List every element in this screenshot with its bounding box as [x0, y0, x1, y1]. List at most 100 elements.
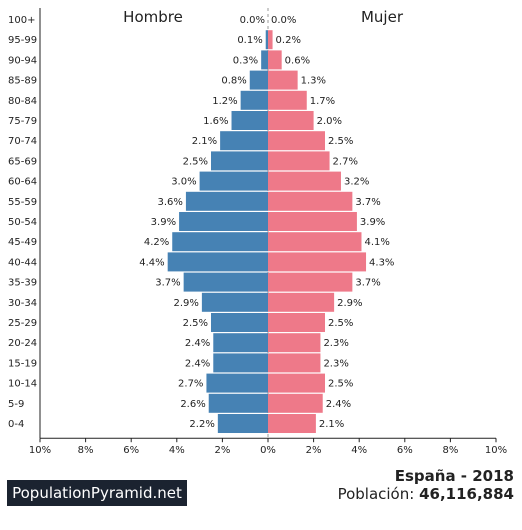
- female-value-label: 4.1%: [364, 237, 389, 248]
- male-value-label: 1.6%: [203, 116, 228, 127]
- age-label: 35-39: [8, 278, 37, 289]
- female-value-label: 2.3%: [323, 338, 348, 349]
- female-value-label: 3.9%: [360, 217, 385, 228]
- male-bar: [179, 212, 268, 231]
- age-label: 90-94: [8, 55, 37, 66]
- male-bar: [167, 252, 268, 272]
- x-tick-label: 8%: [442, 445, 458, 456]
- male-bar: [185, 191, 268, 211]
- female-bar: [268, 30, 273, 50]
- female-bar: [268, 353, 321, 373]
- female-bar: [268, 131, 325, 151]
- male-value-label: 2.4%: [185, 338, 210, 349]
- male-value-label: 2.5%: [183, 156, 208, 167]
- female-bar: [268, 232, 362, 252]
- female-value-label: 3.7%: [355, 197, 380, 208]
- brand-logo[interactable]: PopulationPyramid.net: [7, 480, 187, 506]
- male-value-label: 3.9%: [151, 217, 176, 228]
- female-value-label: 2.7%: [333, 156, 358, 167]
- age-label: 25-29: [8, 318, 37, 329]
- age-label: 45-49: [8, 237, 37, 248]
- age-label: 85-89: [8, 76, 37, 87]
- x-tick-label: 8%: [78, 445, 94, 456]
- x-tick-label: 10%: [485, 445, 507, 456]
- country-year: España - 2018: [394, 467, 514, 485]
- female-value-label: 2.9%: [337, 298, 362, 309]
- age-label: 5-9: [8, 399, 24, 410]
- male-value-label: 2.9%: [173, 298, 198, 309]
- age-label: 40-44: [8, 257, 37, 268]
- male-bar: [220, 131, 268, 151]
- female-value-label: 3.7%: [355, 278, 380, 289]
- age-label: 0-4: [8, 419, 24, 430]
- x-tick-label: 4%: [351, 445, 367, 456]
- age-label: 65-69: [8, 156, 37, 167]
- male-value-label: 0.1%: [237, 35, 262, 46]
- female-header: Mujer: [361, 8, 404, 26]
- age-label: 15-19: [8, 358, 37, 369]
- female-value-label: 1.3%: [301, 76, 326, 87]
- age-label: 50-54: [8, 217, 37, 228]
- x-tick-label: 2%: [306, 445, 322, 456]
- male-bar: [240, 90, 268, 110]
- female-bar: [268, 252, 367, 272]
- female-bar: [268, 70, 298, 90]
- x-tick-label: 0%: [260, 445, 276, 456]
- male-value-label: 2.6%: [180, 399, 205, 410]
- age-label: 10-14: [8, 379, 37, 390]
- age-label: 30-34: [8, 298, 37, 309]
- female-value-label: 2.4%: [326, 399, 351, 410]
- male-header: Hombre: [123, 8, 183, 26]
- male-bar: [208, 393, 268, 413]
- female-bar: [268, 414, 316, 433]
- female-bar: [268, 191, 353, 211]
- age-label: 55-59: [8, 197, 37, 208]
- male-value-label: 2.4%: [185, 358, 210, 369]
- male-value-label: 2.5%: [183, 318, 208, 329]
- age-label: 80-84: [8, 96, 37, 107]
- age-label: 75-79: [8, 116, 37, 127]
- population-pyramid-chart: Hombre Mujer 100+ 0.0% 0.0% 95-99 0.1% 0.2% 90…: [8, 8, 507, 456]
- female-bar: [268, 333, 321, 353]
- male-bar: [199, 171, 268, 191]
- male-bar: [213, 353, 268, 373]
- population-value: 46,116,884: [419, 485, 514, 503]
- x-tick-label: 6%: [123, 445, 139, 456]
- population-label: Población:: [337, 485, 415, 503]
- male-bar: [265, 30, 268, 50]
- male-value-label: 3.7%: [155, 278, 180, 289]
- male-value-label: 0.8%: [221, 76, 246, 87]
- male-value-label: 0.3%: [233, 55, 258, 66]
- female-value-label: 2.0%: [317, 116, 342, 127]
- age-label: 95-99: [8, 35, 37, 46]
- female-bar: [268, 90, 307, 110]
- female-bar: [268, 272, 353, 292]
- female-value-label: 0.2%: [276, 35, 301, 46]
- x-tick-label: 6%: [397, 445, 413, 456]
- male-value-label: 2.2%: [189, 419, 214, 430]
- male-bar: [261, 50, 268, 70]
- female-bar: [268, 212, 357, 231]
- age-label: 20-24: [8, 338, 37, 349]
- female-value-label: 2.5%: [328, 136, 353, 147]
- female-bar: [268, 171, 341, 191]
- female-value-label: 0.6%: [285, 55, 310, 66]
- male-bar: [231, 111, 268, 130]
- female-bar: [268, 313, 325, 332]
- male-bar: [201, 292, 268, 312]
- female-bar: [268, 111, 314, 130]
- male-bar: [211, 151, 268, 171]
- male-value-label: 0.0%: [240, 15, 265, 26]
- female-bar: [268, 393, 323, 413]
- female-value-label: 3.2%: [344, 177, 369, 188]
- female-bar: [268, 373, 325, 393]
- female-value-label: 4.3%: [369, 257, 394, 268]
- x-tick-label: 4%: [169, 445, 185, 456]
- age-label: 100+: [8, 15, 35, 26]
- age-label: 70-74: [8, 136, 37, 147]
- female-value-label: 0.0%: [271, 15, 296, 26]
- female-value-label: 2.5%: [328, 318, 353, 329]
- male-value-label: 2.1%: [192, 136, 217, 147]
- female-value-label: 2.3%: [323, 358, 348, 369]
- female-value-label: 2.5%: [328, 379, 353, 390]
